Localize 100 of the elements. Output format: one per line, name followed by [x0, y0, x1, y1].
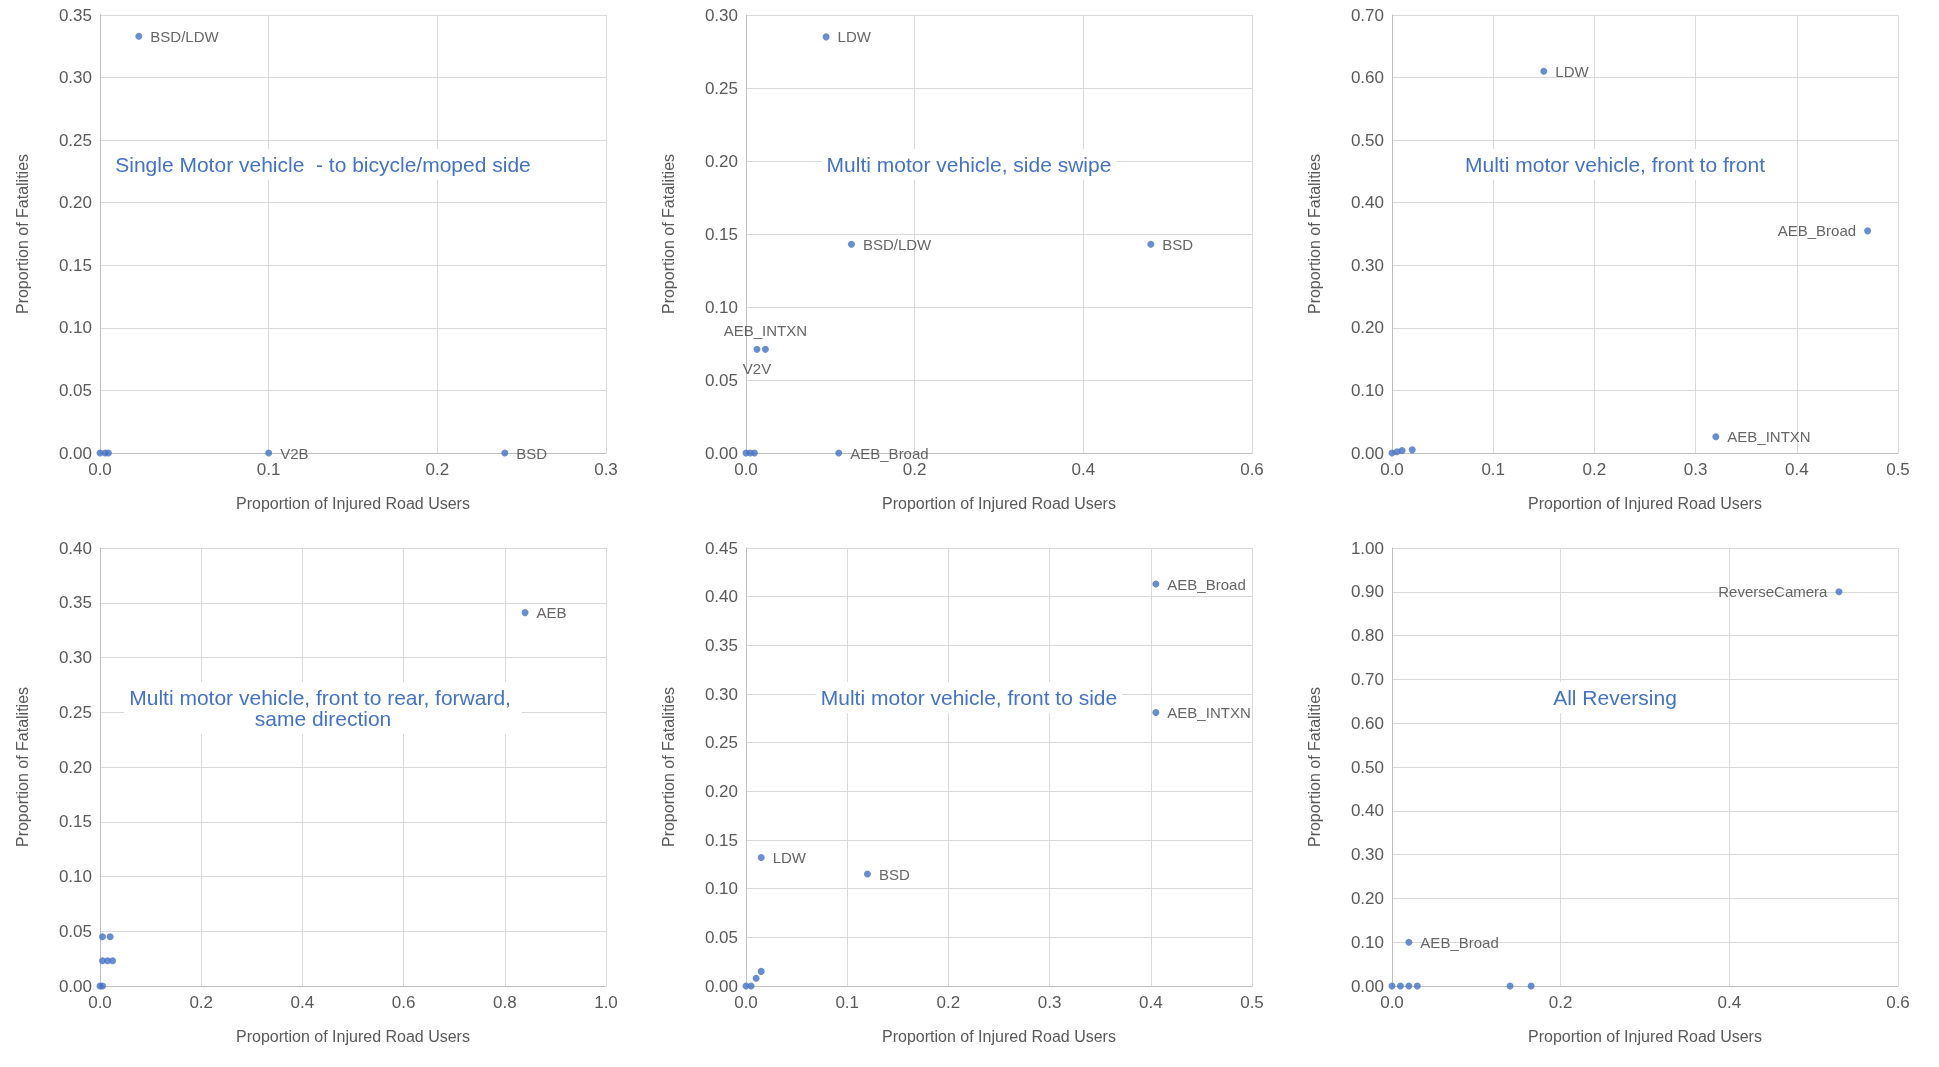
data-label: AEB_Broad [1167, 575, 1246, 593]
y-tick-label: 0.30 [704, 5, 738, 25]
y-axis-title: Proportion of Fatalities [1305, 686, 1323, 848]
y-tick-label: 0.05 [704, 370, 738, 390]
x-tick-label: 0.0 [1380, 460, 1404, 479]
y-tick-label: 0.30 [704, 684, 738, 704]
data-label: V2B [280, 444, 309, 462]
y-tick-label: 0.40 [58, 538, 92, 558]
x-tick-label: 0.3 [1683, 460, 1708, 479]
y-axis-title: Proportion of Fatalities [659, 153, 677, 315]
data-label: AEB [536, 604, 567, 622]
y-tick-label: 0.90 [1350, 582, 1384, 602]
x-tick-label: 0.6 [391, 993, 416, 1012]
y-tick-label: 0.60 [1350, 713, 1384, 733]
x-tick-label: 0.3 [594, 460, 618, 479]
y-tick-label: 0.25 [58, 130, 92, 150]
y-tick-label: 0.25 [704, 78, 738, 98]
data-label: AEB_Broad [850, 444, 929, 462]
x-tick-label: 0.2 [189, 993, 214, 1012]
y-tick-label: 0.15 [704, 830, 738, 850]
y-axis-title: Proportion of Fatalities [13, 686, 31, 848]
y-axis-title: Proportion of Fatalities [659, 686, 677, 848]
y-tick-label: 0.40 [1350, 801, 1384, 821]
text: All Reversing [1553, 686, 1677, 710]
text: Single Motor vehicle - to bicycle/moped side [115, 153, 531, 177]
y-tick-label: 0.60 [1350, 68, 1384, 88]
x-tick-label: 1.0 [594, 993, 618, 1012]
x-tick-label: 0.5 [1240, 993, 1264, 1012]
y-tick-label: 0.20 [704, 781, 738, 801]
x-tick-label: 0.2 [902, 460, 927, 479]
x-tick-label: 0.2 [1548, 993, 1573, 1012]
y-tick-label: 0.20 [704, 151, 738, 171]
y-tick-label: 0.00 [58, 443, 92, 463]
y-tick-label: 0.70 [1350, 5, 1384, 25]
x-tick-label: 0.0 [1380, 993, 1404, 1012]
y-tick-label: 0.45 [704, 538, 738, 558]
x-tick-label: 0.5 [1886, 460, 1910, 479]
x-tick-label: 0.0 [734, 993, 758, 1012]
y-tick-label: 0.35 [58, 5, 92, 25]
y-tick-label: 0.25 [704, 733, 738, 753]
x-tick-label: 0.1 [1481, 460, 1506, 479]
data-label: BSD [878, 865, 910, 883]
y-tick-label: 0.05 [58, 380, 92, 400]
x-tick-label: 0.1 [256, 460, 281, 479]
text: Multi motor vehicle, front to rear, forward, same direction [129, 686, 517, 731]
y-tick-label: 0.10 [1350, 932, 1384, 952]
y-tick-label: 0.30 [1350, 845, 1384, 865]
data-label: LDW [772, 849, 807, 867]
y-axis-title: Proportion of Fatalities [13, 153, 31, 315]
y-tick-label: 0.40 [1350, 193, 1384, 213]
x-tick-label: 0.6 [1886, 993, 1910, 1012]
x-tick-label: 0.4 [290, 993, 315, 1012]
x-tick-label: 0.0 [734, 460, 758, 479]
y-tick-label: 0.20 [1350, 318, 1384, 338]
x-tick-label: 0.4 [1138, 993, 1163, 1012]
x-tick-label: 0.0 [88, 460, 112, 479]
x-axis-title: Proportion of Injured Road Users [1528, 1027, 1762, 1045]
y-tick-label: 0.10 [704, 297, 738, 317]
y-tick-label: 0.20 [58, 193, 92, 213]
y-tick-label: 0.35 [704, 635, 738, 655]
data-label: AEB_Broad [1420, 933, 1499, 951]
y-tick-label: 0.80 [1350, 626, 1384, 646]
y-tick-label: 0.10 [58, 318, 92, 338]
data-label: AEB_INTXN [723, 321, 808, 339]
y-axis-title: Proportion of Fatalities [1305, 153, 1323, 315]
x-tick-label: 0.1 [835, 993, 860, 1012]
y-tick-label: 0.15 [58, 812, 92, 832]
data-label: AEB_INTXN [1167, 703, 1251, 721]
x-axis-title: Proportion of Injured Road Users [236, 1027, 470, 1045]
y-tick-label: 1.00 [1350, 538, 1384, 558]
y-tick-label: 0.00 [58, 976, 92, 996]
y-tick-label: 0.35 [58, 593, 92, 613]
y-tick-label: 0.00 [704, 443, 738, 463]
text: Multi motor vehicle, front to side [820, 686, 1118, 710]
data-label: V2V [742, 359, 772, 377]
y-tick-label: 0.30 [1350, 255, 1384, 275]
y-tick-label: 0.10 [1350, 380, 1384, 400]
x-tick-label: 0.4 [1071, 460, 1096, 479]
x-axis-title: Proportion of Injured Road Users [1528, 494, 1762, 512]
x-tick-label: 0.2 [1582, 460, 1607, 479]
x-axis-title: Proportion of Injured Road Users [882, 494, 1116, 512]
y-tick-label: 0.10 [704, 879, 738, 899]
y-tick-label: 0.15 [704, 224, 738, 244]
y-tick-label: 0.05 [58, 921, 92, 941]
x-axis-title: Proportion of Injured Road Users [882, 1027, 1116, 1045]
text: Multi motor vehicle, side swipe [826, 153, 1112, 177]
y-tick-label: 0.25 [58, 702, 92, 722]
y-tick-label: 0.20 [1350, 888, 1384, 908]
x-tick-label: 0.2 [936, 993, 961, 1012]
data-label: AEB_INTXN [1727, 428, 1811, 446]
y-tick-label: 0.20 [58, 757, 92, 777]
data-label: LDW [1555, 62, 1590, 80]
x-tick-label: 0.3 [1037, 993, 1062, 1012]
x-axis-title: Proportion of Injured Road Users [236, 494, 470, 512]
data-label: BSD/LDW [862, 235, 933, 253]
data-label: LDW [837, 28, 872, 46]
y-tick-label: 0.70 [1350, 669, 1384, 689]
y-tick-label: 0.30 [58, 68, 92, 88]
x-tick-label: 0.0 [88, 993, 112, 1012]
data-label: BSD [1162, 235, 1194, 253]
